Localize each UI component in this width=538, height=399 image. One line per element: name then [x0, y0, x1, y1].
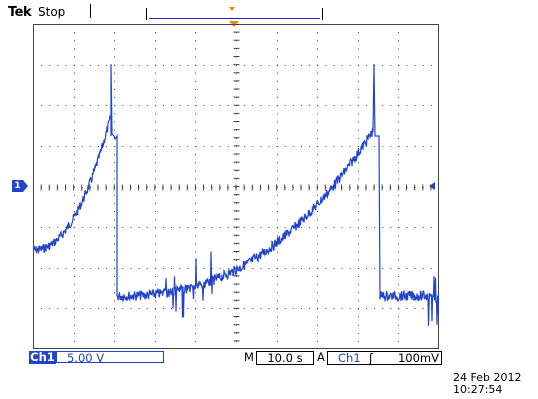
trigger-readout[interactable]: Ch1 ʃ 100mV	[327, 351, 442, 365]
trigger-level-marker[interactable]	[429, 182, 435, 190]
status-bar: Tek Stop	[0, 0, 538, 27]
waveform-display[interactable]	[33, 24, 439, 349]
record-window-line	[149, 18, 320, 19]
readout-bar: Ch1 5.00 V M 10.0 s A Ch1 ʃ 100mV	[28, 350, 442, 365]
trigger-level-readout: 100mV	[397, 351, 439, 365]
trigger-mode-label: A	[317, 350, 325, 364]
status-divider	[90, 4, 91, 18]
channel-1-ground-marker[interactable]: 1	[12, 180, 28, 192]
channel-1-badge[interactable]: Ch1	[29, 350, 56, 364]
capture-time: 10:27:54	[453, 383, 503, 396]
trigger-source: Ch1	[338, 351, 361, 365]
graticule	[33, 24, 439, 349]
brand-logo: Tek	[8, 5, 32, 20]
channel-1-trace	[33, 63, 439, 326]
horizontal-label: M	[244, 350, 254, 364]
rising-edge-icon: ʃ	[369, 351, 373, 365]
acquisition-status: Stop	[38, 5, 66, 19]
record-trigger-marker	[229, 7, 235, 11]
timebase-readout[interactable]: 10.0 s	[256, 351, 314, 365]
record-view-indicator	[146, 7, 323, 20]
capture-date: 24 Feb 2012	[453, 371, 522, 384]
vertical-scale-readout[interactable]: 5.00 V	[56, 351, 164, 364]
